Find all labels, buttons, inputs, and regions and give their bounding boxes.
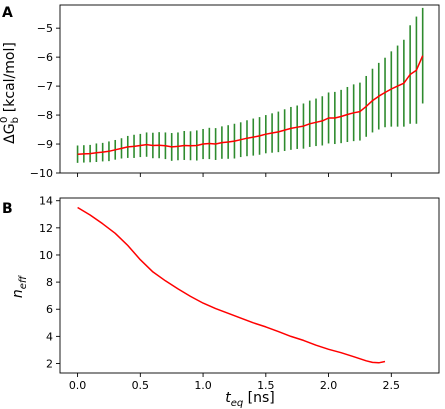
y-tick-label: 10 <box>39 249 53 262</box>
x-tick-label: 1.0 <box>194 379 212 392</box>
panel-a: A ΔGb0 [kcal/mol] −10 −9 −8 −7 −6 −5 <box>0 4 440 180</box>
panel-a-y-ticks: −10 −9 −8 −7 −6 −5 <box>30 22 60 180</box>
panel-a-x-ticks <box>77 173 392 177</box>
panel-a-label: A <box>2 5 13 21</box>
x-tick-label: 1.5 <box>257 379 275 392</box>
y-tick-label: 14 <box>39 195 53 208</box>
y-tick-label: 4 <box>46 330 53 343</box>
panel-b-label: B <box>2 201 13 217</box>
panel-b-y-ticks: 2 4 6 8 10 12 14 <box>39 195 60 371</box>
y-tick-label: −6 <box>37 51 53 64</box>
y-tick-label: 6 <box>46 303 53 316</box>
x-tick-label: 2.0 <box>320 379 338 392</box>
y-tick-label: −9 <box>37 138 53 151</box>
panel-b-ylabel: neff <box>10 274 29 298</box>
x-tick-label: 0.0 <box>69 379 87 392</box>
panel-b-x-ticks: 0.0 0.5 1.0 1.5 2.0 2.5 <box>69 373 400 392</box>
y-tick-label: −10 <box>30 167 53 180</box>
y-tick-label: 12 <box>39 222 53 235</box>
panel-b-frame <box>59 197 440 374</box>
panel-b: B neff 2 4 6 8 10 12 14 0.0 0.5 1.0 1.5 2.0 2.5 teq… <box>2 195 440 409</box>
panel-a-series <box>77 55 424 155</box>
panel-a-ylabel: ΔGb0 [kcal/mol] <box>0 42 21 144</box>
y-tick-label: 2 <box>46 358 53 371</box>
y-tick-label: −7 <box>37 80 53 93</box>
panel-a-frame <box>59 4 440 174</box>
y-tick-label: 8 <box>46 276 53 289</box>
y-tick-label: −5 <box>37 22 53 35</box>
panel-b-series <box>77 206 386 364</box>
y-tick-label: −8 <box>37 109 53 122</box>
series-line <box>77 206 386 364</box>
panel-b-xlabel: teq [ns] <box>225 390 275 409</box>
x-tick-label: 0.5 <box>132 379 150 392</box>
series-line <box>77 55 424 155</box>
x-tick-label: 2.5 <box>383 379 401 392</box>
